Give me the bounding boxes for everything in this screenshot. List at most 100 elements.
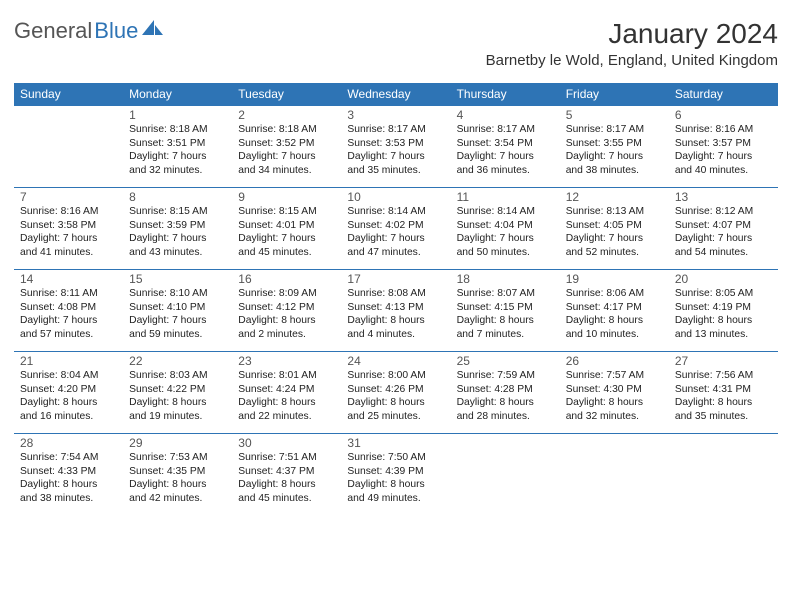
day-number: 16 [238, 272, 335, 286]
day-header: Wednesday [341, 83, 450, 106]
calendar-day-cell [560, 434, 669, 516]
day-info: Sunrise: 7:57 AMSunset: 4:30 PMDaylight:… [566, 369, 663, 423]
logo-text-blue: Blue [94, 18, 138, 44]
logo-text-general: General [14, 18, 92, 44]
page-title: January 2024 [486, 18, 778, 50]
day-info: Sunrise: 8:17 AMSunset: 3:55 PMDaylight:… [566, 123, 663, 177]
calendar-day-cell: 25Sunrise: 7:59 AMSunset: 4:28 PMDayligh… [451, 352, 560, 434]
day-info: Sunrise: 8:15 AMSunset: 3:59 PMDaylight:… [129, 205, 226, 259]
day-info: Sunrise: 8:14 AMSunset: 4:02 PMDaylight:… [347, 205, 444, 259]
day-info: Sunrise: 7:54 AMSunset: 4:33 PMDaylight:… [20, 451, 117, 505]
day-info: Sunrise: 8:10 AMSunset: 4:10 PMDaylight:… [129, 287, 226, 341]
day-number: 5 [566, 108, 663, 122]
day-info: Sunrise: 8:16 AMSunset: 3:57 PMDaylight:… [675, 123, 772, 177]
calendar-day-cell: 11Sunrise: 8:14 AMSunset: 4:04 PMDayligh… [451, 188, 560, 270]
day-info: Sunrise: 8:18 AMSunset: 3:51 PMDaylight:… [129, 123, 226, 177]
calendar-week-row: 14Sunrise: 8:11 AMSunset: 4:08 PMDayligh… [14, 270, 778, 352]
header: GeneralBlue January 2024 Barnetby le Wol… [14, 18, 778, 69]
calendar-day-cell: 17Sunrise: 8:08 AMSunset: 4:13 PMDayligh… [341, 270, 450, 352]
calendar-day-cell [451, 434, 560, 516]
day-info: Sunrise: 8:17 AMSunset: 3:53 PMDaylight:… [347, 123, 444, 177]
calendar-day-cell: 6Sunrise: 8:16 AMSunset: 3:57 PMDaylight… [669, 106, 778, 188]
day-number: 25 [457, 354, 554, 368]
day-number: 26 [566, 354, 663, 368]
calendar-day-cell: 3Sunrise: 8:17 AMSunset: 3:53 PMDaylight… [341, 106, 450, 188]
day-info: Sunrise: 8:07 AMSunset: 4:15 PMDaylight:… [457, 287, 554, 341]
day-number: 29 [129, 436, 226, 450]
calendar-day-cell: 31Sunrise: 7:50 AMSunset: 4:39 PMDayligh… [341, 434, 450, 516]
calendar-day-cell: 8Sunrise: 8:15 AMSunset: 3:59 PMDaylight… [123, 188, 232, 270]
day-header-row: SundayMondayTuesdayWednesdayThursdayFrid… [14, 83, 778, 106]
calendar-day-cell: 26Sunrise: 7:57 AMSunset: 4:30 PMDayligh… [560, 352, 669, 434]
day-info: Sunrise: 8:05 AMSunset: 4:19 PMDaylight:… [675, 287, 772, 341]
calendar-day-cell: 14Sunrise: 8:11 AMSunset: 4:08 PMDayligh… [14, 270, 123, 352]
day-number: 31 [347, 436, 444, 450]
day-number: 2 [238, 108, 335, 122]
calendar-day-cell: 2Sunrise: 8:18 AMSunset: 3:52 PMDaylight… [232, 106, 341, 188]
day-number: 11 [457, 190, 554, 204]
calendar-day-cell: 1Sunrise: 8:18 AMSunset: 3:51 PMDaylight… [123, 106, 232, 188]
day-info: Sunrise: 8:04 AMSunset: 4:20 PMDaylight:… [20, 369, 117, 423]
calendar-day-cell: 21Sunrise: 8:04 AMSunset: 4:20 PMDayligh… [14, 352, 123, 434]
day-number: 20 [675, 272, 772, 286]
day-info: Sunrise: 8:09 AMSunset: 4:12 PMDaylight:… [238, 287, 335, 341]
day-header: Tuesday [232, 83, 341, 106]
calendar-day-cell: 22Sunrise: 8:03 AMSunset: 4:22 PMDayligh… [123, 352, 232, 434]
day-number: 14 [20, 272, 117, 286]
day-info: Sunrise: 7:59 AMSunset: 4:28 PMDaylight:… [457, 369, 554, 423]
day-number: 18 [457, 272, 554, 286]
calendar-day-cell: 28Sunrise: 7:54 AMSunset: 4:33 PMDayligh… [14, 434, 123, 516]
calendar-day-cell [14, 106, 123, 188]
logo-sail-icon [142, 18, 164, 41]
day-info: Sunrise: 8:03 AMSunset: 4:22 PMDaylight:… [129, 369, 226, 423]
day-info: Sunrise: 7:51 AMSunset: 4:37 PMDaylight:… [238, 451, 335, 505]
calendar-table: SundayMondayTuesdayWednesdayThursdayFrid… [14, 83, 778, 516]
calendar-day-cell: 29Sunrise: 7:53 AMSunset: 4:35 PMDayligh… [123, 434, 232, 516]
day-info: Sunrise: 7:53 AMSunset: 4:35 PMDaylight:… [129, 451, 226, 505]
day-number: 28 [20, 436, 117, 450]
day-number: 12 [566, 190, 663, 204]
calendar-week-row: 7Sunrise: 8:16 AMSunset: 3:58 PMDaylight… [14, 188, 778, 270]
calendar-day-cell: 20Sunrise: 8:05 AMSunset: 4:19 PMDayligh… [669, 270, 778, 352]
calendar-day-cell: 19Sunrise: 8:06 AMSunset: 4:17 PMDayligh… [560, 270, 669, 352]
calendar-day-cell: 16Sunrise: 8:09 AMSunset: 4:12 PMDayligh… [232, 270, 341, 352]
title-block: January 2024 Barnetby le Wold, England, … [486, 18, 778, 69]
calendar-day-cell: 18Sunrise: 8:07 AMSunset: 4:15 PMDayligh… [451, 270, 560, 352]
day-info: Sunrise: 8:12 AMSunset: 4:07 PMDaylight:… [675, 205, 772, 259]
day-number: 15 [129, 272, 226, 286]
day-number: 3 [347, 108, 444, 122]
day-info: Sunrise: 8:15 AMSunset: 4:01 PMDaylight:… [238, 205, 335, 259]
day-number: 6 [675, 108, 772, 122]
calendar-day-cell: 12Sunrise: 8:13 AMSunset: 4:05 PMDayligh… [560, 188, 669, 270]
day-number: 1 [129, 108, 226, 122]
day-header: Sunday [14, 83, 123, 106]
day-info: Sunrise: 7:50 AMSunset: 4:39 PMDaylight:… [347, 451, 444, 505]
calendar-day-cell: 27Sunrise: 7:56 AMSunset: 4:31 PMDayligh… [669, 352, 778, 434]
day-info: Sunrise: 8:00 AMSunset: 4:26 PMDaylight:… [347, 369, 444, 423]
calendar-day-cell [669, 434, 778, 516]
day-header: Friday [560, 83, 669, 106]
day-number: 24 [347, 354, 444, 368]
location-text: Barnetby le Wold, England, United Kingdo… [486, 52, 778, 69]
calendar-day-cell: 10Sunrise: 8:14 AMSunset: 4:02 PMDayligh… [341, 188, 450, 270]
day-info: Sunrise: 8:08 AMSunset: 4:13 PMDaylight:… [347, 287, 444, 341]
day-number: 13 [675, 190, 772, 204]
calendar-day-cell: 24Sunrise: 8:00 AMSunset: 4:26 PMDayligh… [341, 352, 450, 434]
calendar-day-cell: 4Sunrise: 8:17 AMSunset: 3:54 PMDaylight… [451, 106, 560, 188]
calendar-day-cell: 30Sunrise: 7:51 AMSunset: 4:37 PMDayligh… [232, 434, 341, 516]
day-number: 9 [238, 190, 335, 204]
day-number: 17 [347, 272, 444, 286]
day-header: Saturday [669, 83, 778, 106]
day-header: Monday [123, 83, 232, 106]
day-number: 22 [129, 354, 226, 368]
calendar-day-cell: 13Sunrise: 8:12 AMSunset: 4:07 PMDayligh… [669, 188, 778, 270]
day-number: 7 [20, 190, 117, 204]
day-number: 19 [566, 272, 663, 286]
day-info: Sunrise: 8:13 AMSunset: 4:05 PMDaylight:… [566, 205, 663, 259]
day-number: 10 [347, 190, 444, 204]
calendar-week-row: 1Sunrise: 8:18 AMSunset: 3:51 PMDaylight… [14, 106, 778, 188]
calendar-day-cell: 15Sunrise: 8:10 AMSunset: 4:10 PMDayligh… [123, 270, 232, 352]
day-number: 27 [675, 354, 772, 368]
day-info: Sunrise: 8:06 AMSunset: 4:17 PMDaylight:… [566, 287, 663, 341]
calendar-week-row: 28Sunrise: 7:54 AMSunset: 4:33 PMDayligh… [14, 434, 778, 516]
